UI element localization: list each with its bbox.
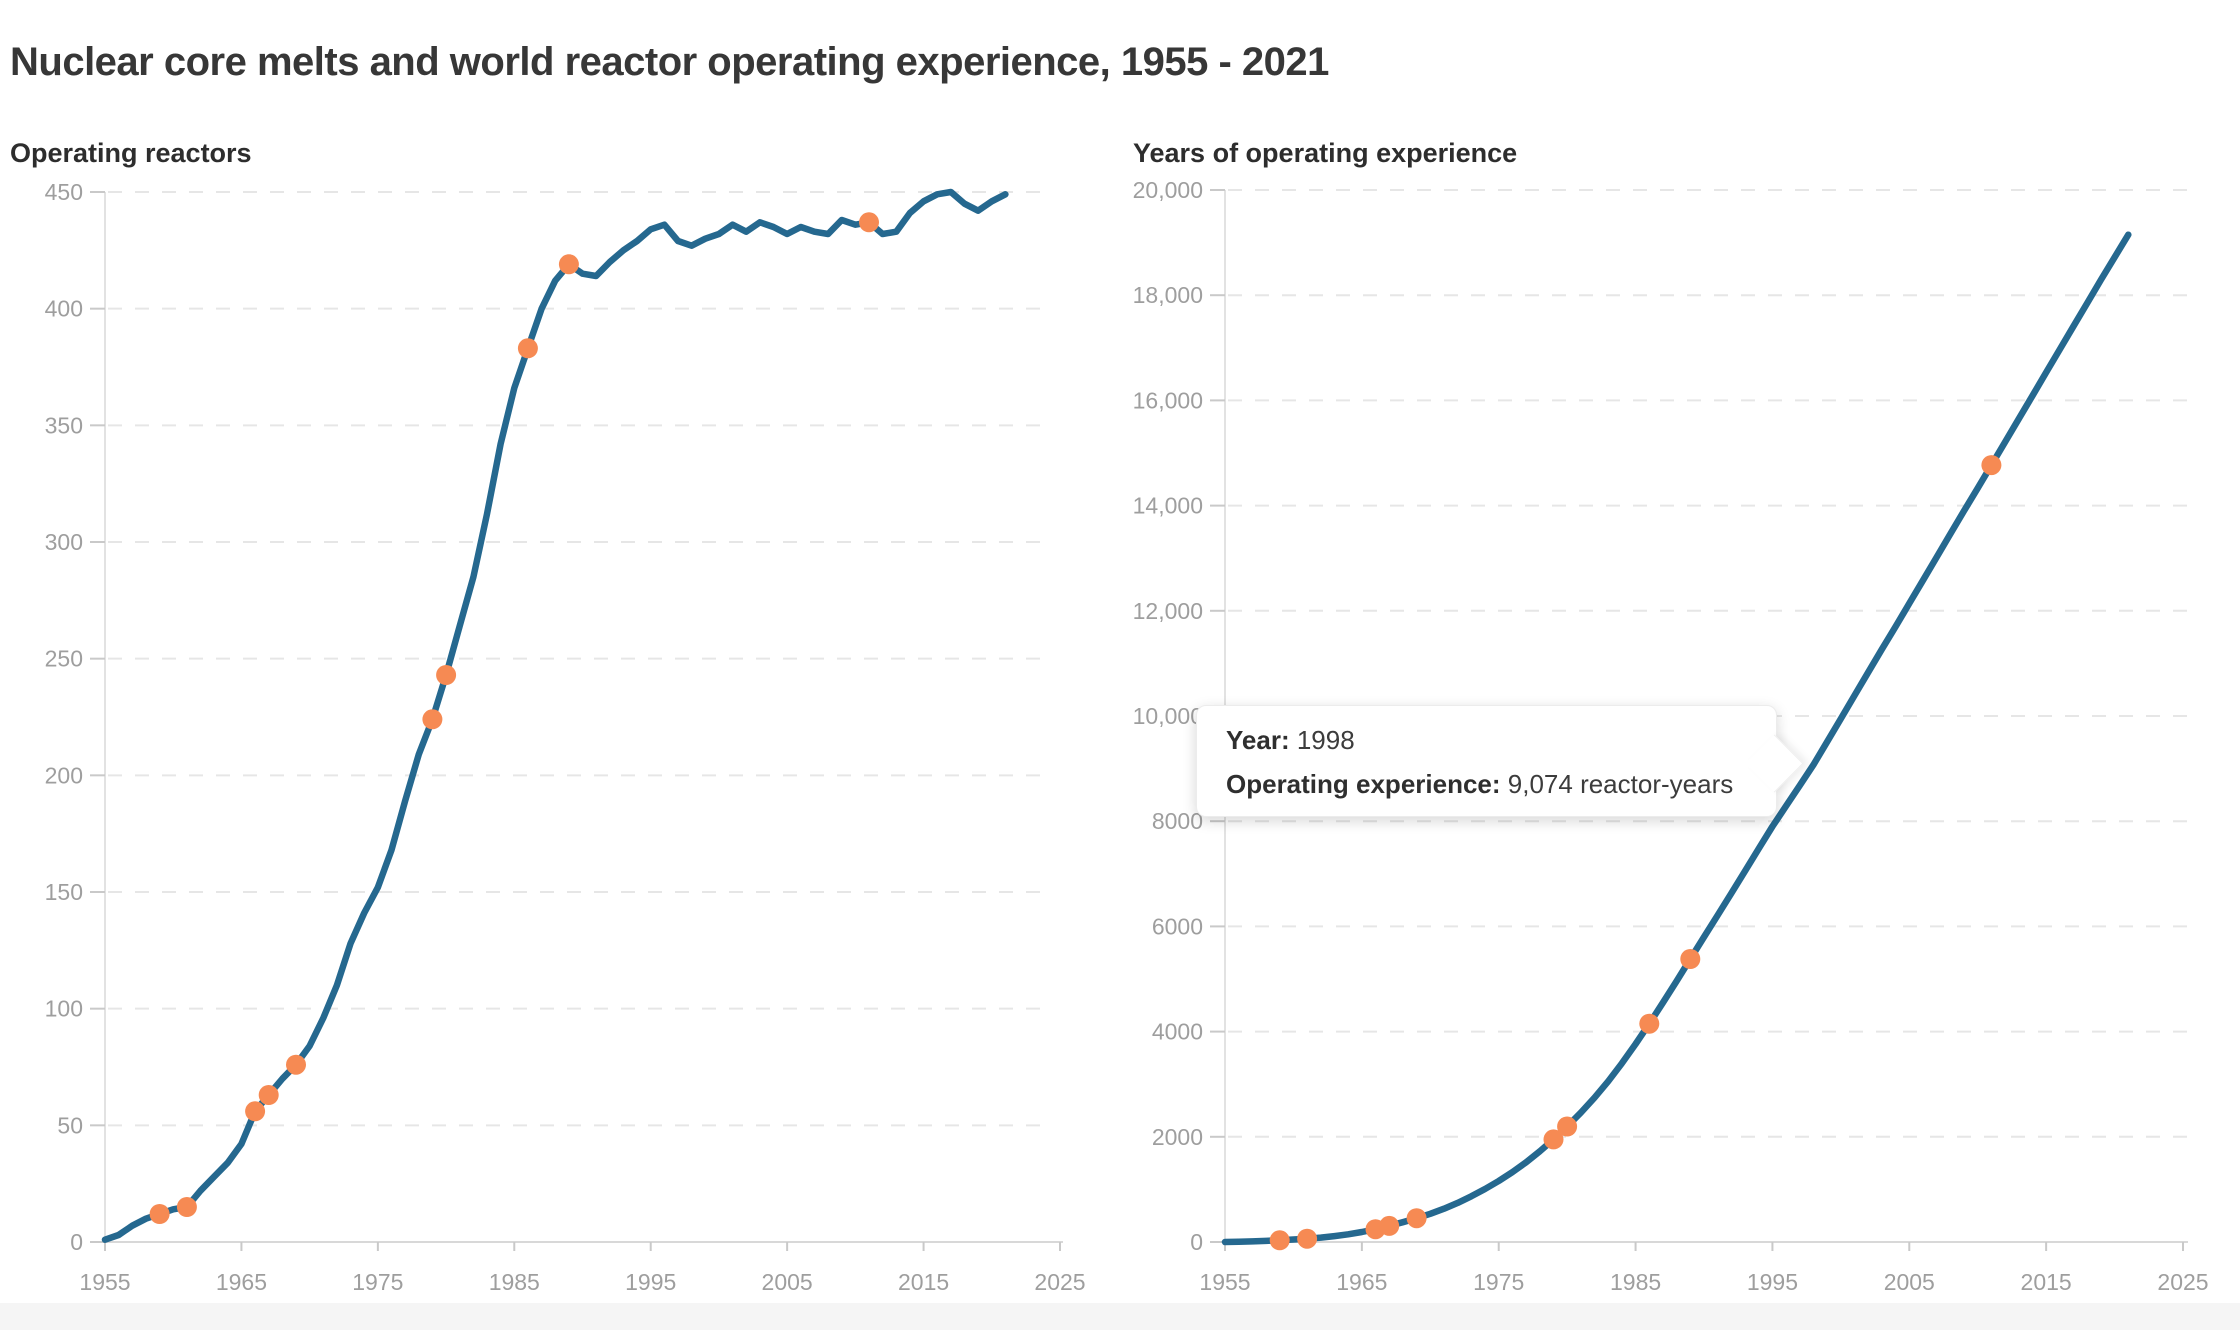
core-melt-marker-1986[interactable]	[1639, 1013, 1660, 1034]
x-tick-label: 1975	[1473, 1269, 1524, 1295]
core-melt-marker-1959[interactable]	[149, 1204, 170, 1224]
x-tick-label: 1965	[216, 1269, 267, 1295]
y-tick-label: 50	[57, 1112, 83, 1138]
x-tick-label: 1975	[352, 1269, 403, 1295]
core-melt-marker-1967[interactable]	[258, 1085, 279, 1105]
y-tick-label: 10,000	[1133, 703, 1203, 729]
operating-experience-chart: 0 2000 4000 6000 8000 10,000 12,000 14,000 16,00…	[1133, 177, 2209, 1295]
y-tick-label: 350	[45, 412, 83, 438]
x-tick-label: 1995	[625, 1269, 676, 1295]
y-tick-label: 20,000	[1133, 177, 1203, 203]
x-tick-label: 1955	[1199, 1269, 1250, 1295]
y-tick-label: 16,000	[1133, 387, 1203, 413]
y-tick-label: 200	[45, 762, 83, 788]
x-tick-label: 2015	[2021, 1269, 2072, 1295]
y-tick-label: 14,000	[1133, 493, 1203, 519]
core-melt-marker-1986[interactable]	[517, 338, 538, 359]
tooltip-year-label: Year:	[1226, 725, 1290, 755]
core-melt-marker-1989[interactable]	[1680, 949, 1701, 969]
y-tick-label: 100	[45, 996, 83, 1022]
core-melt-marker-1969[interactable]	[1406, 1208, 1427, 1229]
x-tick-label: 2025	[1034, 1269, 1085, 1295]
tooltip-year-line: Year: 1998	[1226, 718, 1776, 762]
y-tick-label: 18,000	[1133, 282, 1203, 308]
core-melt-marker-1967[interactable]	[1379, 1215, 1400, 1236]
y-tick-label: 150	[45, 879, 83, 905]
tooltip-experience-label: Operating experience:	[1226, 769, 1501, 799]
x-tick-label: 1985	[1610, 1269, 1661, 1295]
right-chart-title: Years of operating experience	[1133, 138, 1518, 168]
core-melt-marker-1966[interactable]	[245, 1101, 266, 1122]
chart-tooltip: Year: 1998 Operating experience: 9,074 r…	[1196, 705, 1804, 817]
x-tick-label: 1955	[79, 1269, 130, 1295]
core-melt-marker-1979[interactable]	[422, 709, 443, 730]
x-tick-label: 2015	[898, 1269, 949, 1295]
operating-reactors-chart: 0 50 100 150 200 250 300 350 400 450 1955 1965 1975 1…	[45, 179, 1086, 1295]
tooltip-year-value: 1998	[1296, 725, 1355, 755]
core-melt-marker-1961[interactable]	[1297, 1228, 1318, 1249]
y-tick-label: 8000	[1152, 808, 1203, 834]
y-tick-label: 400	[45, 296, 83, 322]
y-tick-label: 0	[1190, 1229, 1203, 1255]
x-tick-label: 2005	[762, 1269, 813, 1295]
x-tick-label: 2005	[1884, 1269, 1935, 1295]
page-title: Nuclear core melts and world reactor ope…	[10, 40, 1329, 84]
y-tick-label: 4000	[1152, 1019, 1203, 1045]
y-tick-label: 300	[45, 529, 83, 555]
operating-reactors-plot-area[interactable]	[105, 192, 1063, 1242]
core-melt-marker-1980[interactable]	[436, 665, 457, 685]
y-tick-label: 2000	[1152, 1124, 1203, 1150]
core-melt-marker-1989[interactable]	[558, 254, 579, 275]
core-melt-marker-1969[interactable]	[286, 1054, 306, 1075]
x-tick-label: 1985	[489, 1269, 540, 1295]
tooltip-experience-value: 9,074 reactor-years	[1507, 769, 1734, 799]
core-melt-marker-1959[interactable]	[1269, 1230, 1290, 1251]
y-tick-label: 250	[45, 646, 83, 672]
footer-strip	[0, 1303, 2240, 1330]
y-tick-label: 6000	[1152, 913, 1203, 939]
x-tick-label: 1995	[1747, 1269, 1798, 1295]
core-melt-marker-2011[interactable]	[1981, 455, 2002, 476]
core-melt-marker-1980[interactable]	[1557, 1116, 1578, 1137]
core-melt-marker-1979[interactable]	[1543, 1129, 1564, 1150]
core-melt-marker-2011[interactable]	[859, 212, 879, 233]
core-melt-marker-1961[interactable]	[176, 1197, 197, 1217]
y-tick-label: 12,000	[1133, 598, 1203, 624]
tooltip-experience-line: Operating experience: 9,074 reactor-year…	[1226, 762, 1776, 806]
x-tick-label: 1965	[1336, 1269, 1387, 1295]
left-chart-title: Operating reactors	[10, 138, 252, 168]
y-tick-label: 0	[70, 1229, 83, 1255]
y-tick-label: 450	[45, 179, 83, 205]
x-tick-label: 2025	[2157, 1269, 2208, 1295]
